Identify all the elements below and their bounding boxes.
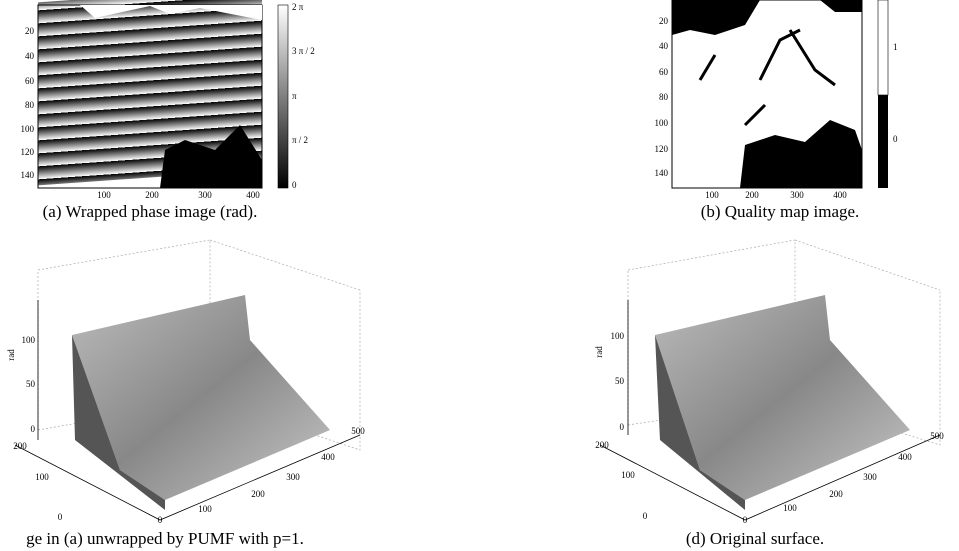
figure: (a) Wrapped phase image (rad).2040608010… <box>0 0 959 551</box>
surface-c <box>15 240 360 520</box>
colorbar-tick-label: 0 <box>893 134 898 144</box>
x-tick-label: 0 <box>158 515 163 525</box>
y-tick-label: 140 <box>655 168 669 178</box>
x-tick-label: 0 <box>743 515 748 525</box>
x-tick-label: 100 <box>705 190 719 200</box>
y-tick-label: 60 <box>659 67 669 77</box>
caption: (b) Quality map image. <box>701 202 860 221</box>
x-tick-label: 300 <box>863 472 877 482</box>
caption: ge in (a) unwrapped by PUMF with p=1. <box>26 529 304 548</box>
y-tick-label: 120 <box>655 144 669 154</box>
y-tick-label: 100 <box>21 124 35 134</box>
x-tick-label: 400 <box>246 190 260 200</box>
colorbar-tick-label: 1 <box>893 42 898 52</box>
x-tick-label: 100 <box>97 190 111 200</box>
y-tick-label: 20 <box>659 16 669 26</box>
y-tick-label: 0 <box>58 512 63 522</box>
x-tick-label: 200 <box>829 489 843 499</box>
x-tick-label: 400 <box>833 190 847 200</box>
z-tick-label: 100 <box>22 335 36 345</box>
x-tick-label: 200 <box>745 190 759 200</box>
y-tick-label: 60 <box>25 76 35 86</box>
x-tick-label: 300 <box>286 472 300 482</box>
y-tick-label: 20 <box>25 26 35 36</box>
y-tick-label: 200 <box>595 440 609 450</box>
caption: (a) Wrapped phase image (rad). <box>43 202 258 221</box>
caption: (d) Original surface. <box>686 529 824 548</box>
y-tick-label: 80 <box>659 92 669 102</box>
x-tick-label: 200 <box>145 190 159 200</box>
y-tick-label: 100 <box>621 470 635 480</box>
y-tick-label: 40 <box>659 41 669 51</box>
colorbar-tick-label: π / 2 <box>292 135 308 145</box>
y-tick-label: 200 <box>13 441 27 451</box>
x-tick-label: 400 <box>898 452 912 462</box>
z-tick-label: 50 <box>615 376 625 386</box>
y-tick-label: 140 <box>21 170 35 180</box>
x-tick-label: 300 <box>198 190 212 200</box>
colorbar-tick-label: 0 <box>292 180 297 190</box>
surface-d <box>600 240 940 520</box>
colorbar-tick-label: 3 π / 2 <box>292 46 315 56</box>
z-axis-label: rad <box>594 346 604 358</box>
z-axis-label: rad <box>6 349 16 361</box>
y-tick-label: 100 <box>35 472 49 482</box>
x-tick-label: 300 <box>790 190 804 200</box>
x-tick-label: 400 <box>321 452 335 462</box>
z-tick-label: 100 <box>611 331 625 341</box>
colorbar-tick-label: 2 π <box>292 2 304 12</box>
z-tick-label: 50 <box>26 379 36 389</box>
y-tick-label: 40 <box>25 51 35 61</box>
y-tick-label: 80 <box>25 100 35 110</box>
z-tick-label: 0 <box>620 422 625 432</box>
x-tick-label: 100 <box>783 503 797 513</box>
quality-map-image <box>672 0 888 188</box>
x-tick-label: 200 <box>251 489 265 499</box>
y-tick-label: 100 <box>655 118 669 128</box>
x-tick-label: 500 <box>930 431 944 441</box>
x-tick-label: 100 <box>198 504 212 514</box>
y-tick-label: 120 <box>21 147 35 157</box>
colorbar-tick-label: π <box>292 91 297 101</box>
x-tick-label: 500 <box>351 426 365 436</box>
wrapped-phase-image <box>38 0 288 188</box>
y-tick-label: 0 <box>643 511 648 521</box>
z-tick-label: 0 <box>31 424 36 434</box>
